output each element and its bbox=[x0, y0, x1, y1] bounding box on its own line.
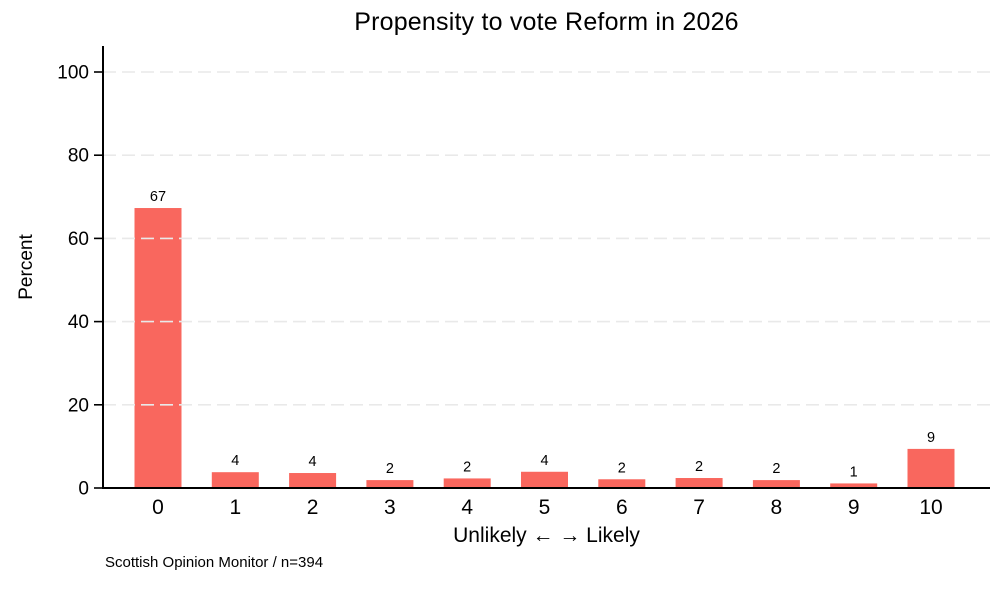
bar-value-label: 67 bbox=[150, 189, 166, 205]
x-tick-label: 4 bbox=[461, 496, 473, 519]
bar bbox=[675, 478, 723, 488]
x-tick-label: 5 bbox=[539, 496, 551, 519]
y-tick-label: 20 bbox=[68, 395, 89, 416]
bar-value-label: 2 bbox=[618, 460, 626, 476]
y-axis-label: Percent bbox=[16, 234, 37, 300]
bar bbox=[289, 473, 337, 488]
bar-value-label: 4 bbox=[540, 453, 548, 469]
bar bbox=[134, 208, 182, 489]
bar bbox=[366, 480, 414, 488]
y-tick-label: 80 bbox=[68, 146, 89, 167]
x-tick-label: 10 bbox=[919, 496, 942, 519]
bar-value-label: 9 bbox=[927, 430, 935, 446]
y-tick-label: 0 bbox=[78, 479, 89, 500]
bar bbox=[211, 472, 259, 488]
x-tick-label: 9 bbox=[848, 496, 860, 519]
x-tick-label: 1 bbox=[229, 496, 241, 519]
x-tick-label: 0 bbox=[152, 496, 164, 519]
bar bbox=[907, 448, 955, 488]
bar-value-label: 2 bbox=[695, 459, 703, 475]
x-axis-label: Unlikely ← → Likely bbox=[453, 524, 640, 547]
bar-value-label: 2 bbox=[386, 461, 394, 477]
bar-value-label: 4 bbox=[231, 453, 239, 469]
y-tick-label: 100 bbox=[57, 63, 89, 84]
bar bbox=[830, 483, 878, 488]
bar-value-label: 4 bbox=[309, 454, 317, 470]
chart-title: Propensity to vote Reform in 2026 bbox=[354, 8, 739, 36]
bar-value-label: 2 bbox=[772, 461, 780, 477]
x-tick-label: 3 bbox=[384, 496, 396, 519]
bar bbox=[443, 478, 491, 488]
bar bbox=[598, 479, 646, 488]
bar-value-label: 1 bbox=[850, 464, 858, 480]
x-tick-label: 7 bbox=[693, 496, 705, 519]
bar bbox=[752, 480, 800, 488]
x-tick-label: 2 bbox=[307, 496, 319, 519]
y-tick-label: 40 bbox=[68, 312, 89, 333]
bar bbox=[521, 471, 568, 488]
source-note: Scottish Opinion Monitor / n=394 bbox=[105, 554, 324, 571]
y-tick-label: 60 bbox=[68, 229, 89, 250]
x-tick-label: 8 bbox=[771, 496, 783, 519]
bar-value-label: 2 bbox=[463, 459, 471, 475]
x-tick-label: 6 bbox=[616, 496, 628, 519]
